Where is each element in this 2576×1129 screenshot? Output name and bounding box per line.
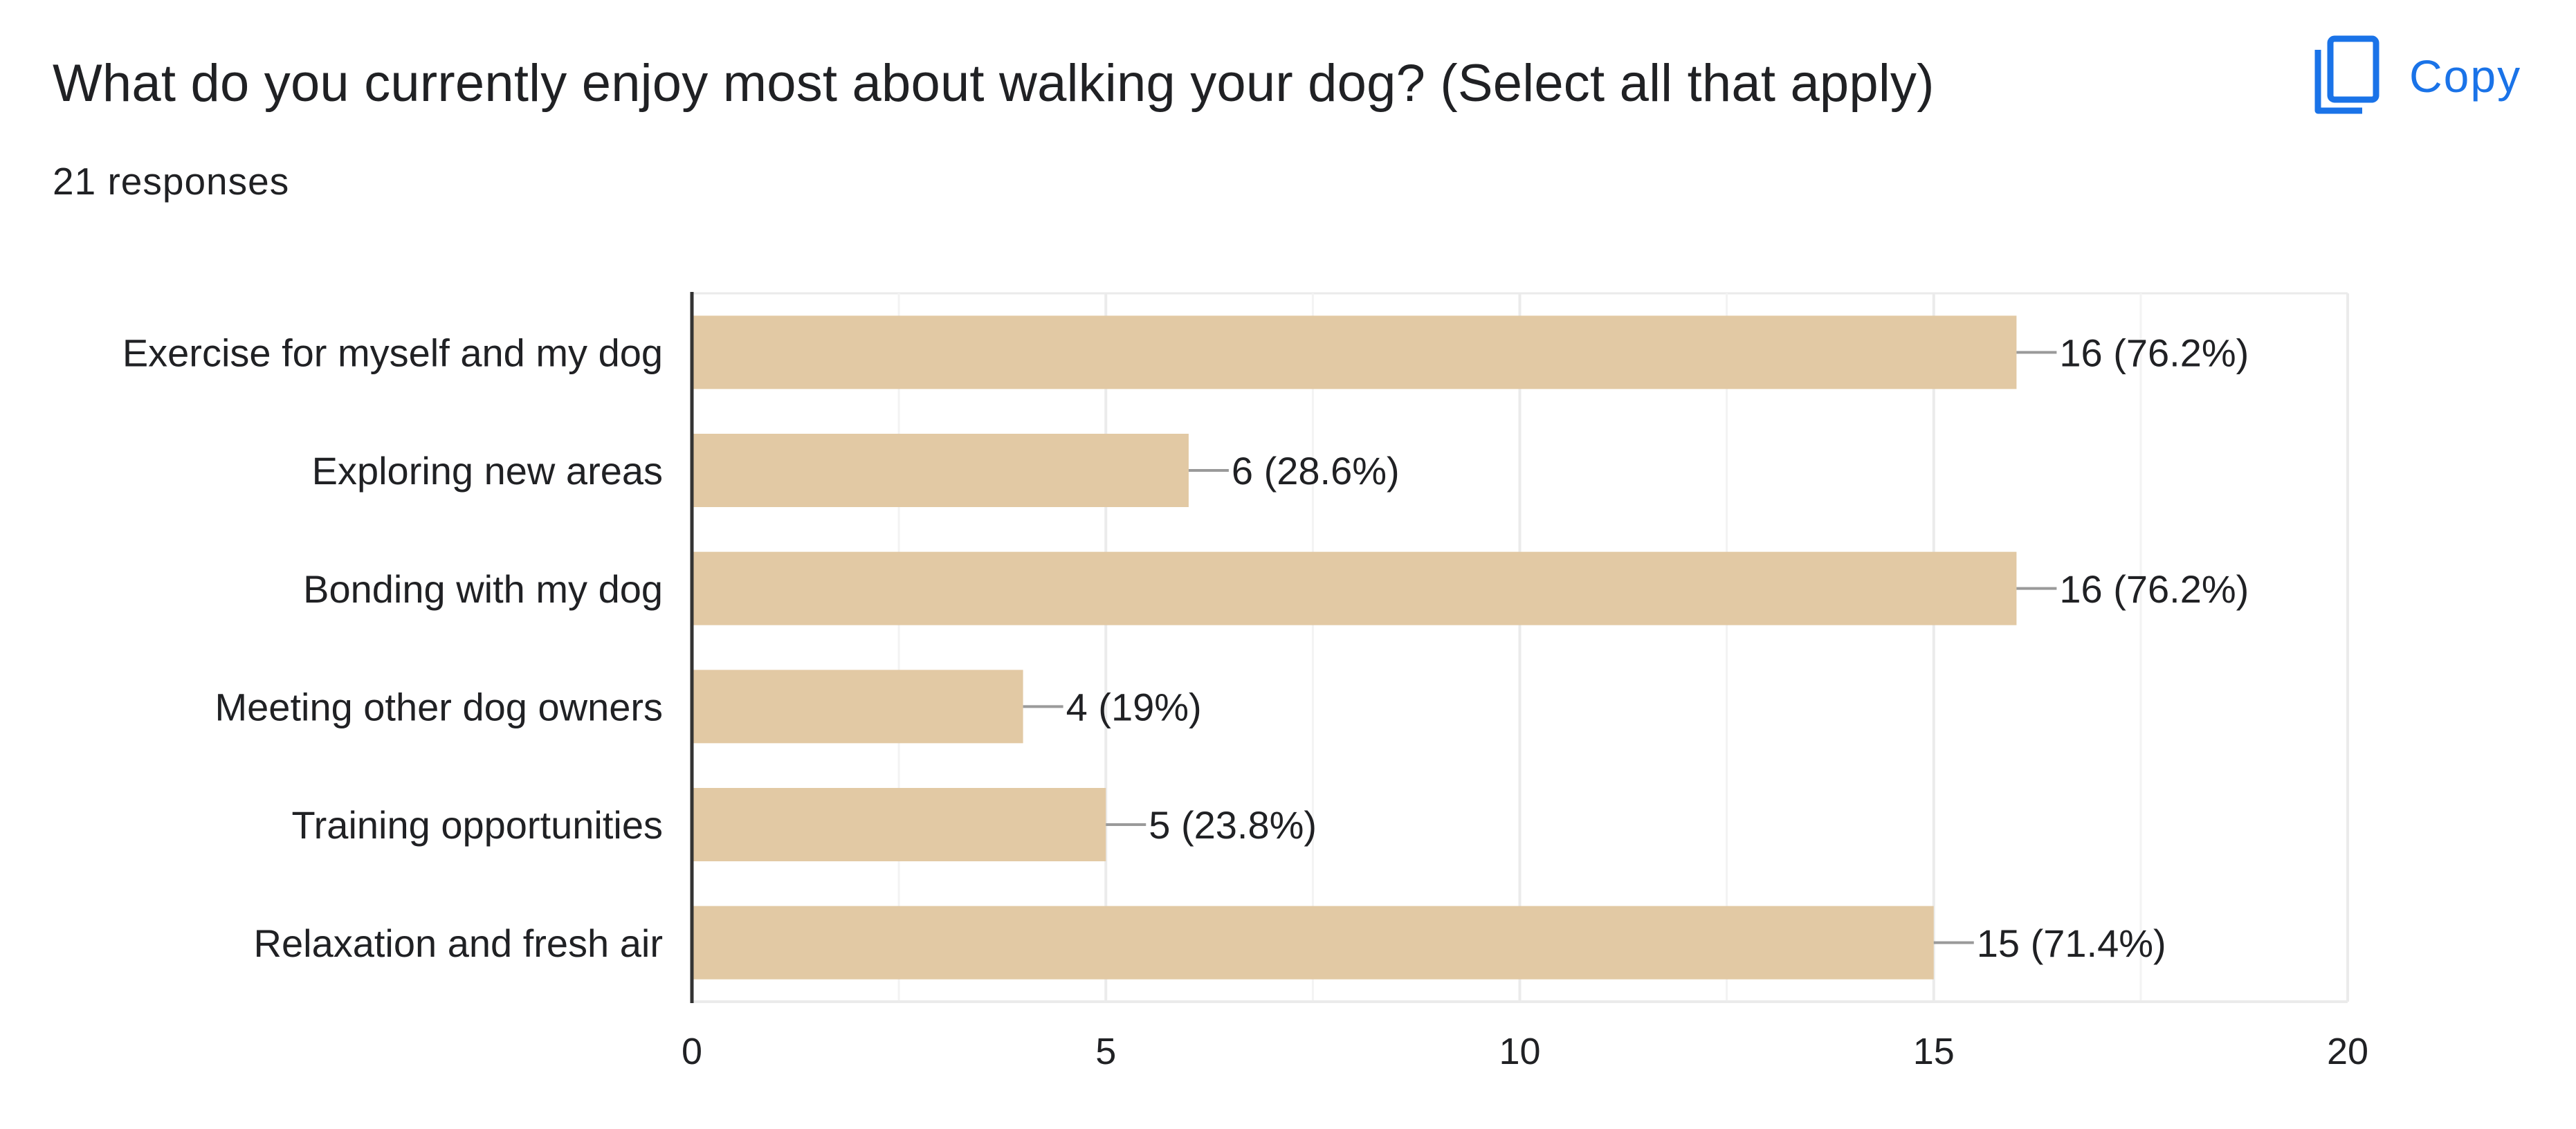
- x-tick-label: 10: [1499, 1031, 1540, 1072]
- x-tick-label: 5: [1095, 1031, 1116, 1072]
- bar: [692, 434, 1189, 507]
- bar: [692, 551, 2017, 625]
- copy-icon: [2311, 35, 2380, 118]
- category-label: Meeting other dog owners: [215, 685, 664, 728]
- data-label: 5 (23.8%): [1149, 803, 1317, 847]
- question-title: What do you currently enjoy most about w…: [53, 54, 1935, 113]
- copy-label: Copy: [2409, 51, 2522, 102]
- x-tick-label: 20: [2327, 1031, 2368, 1072]
- bar: [692, 788, 1106, 861]
- category-label: Exercise for myself and my dog: [122, 331, 663, 374]
- category-label: Relaxation and fresh air: [254, 921, 663, 965]
- bar: [692, 906, 1934, 980]
- data-label: 4 (19%): [1066, 685, 1202, 728]
- category-label: Bonding with my dog: [303, 567, 663, 611]
- category-label: Training opportunities: [292, 803, 663, 847]
- response-count: 21 responses: [53, 160, 290, 203]
- data-label: 6 (28.6%): [1232, 449, 1400, 493]
- data-label: 16 (76.2%): [2059, 331, 2249, 374]
- data-label: 16 (76.2%): [2059, 567, 2249, 611]
- x-tick-label: 15: [1913, 1031, 1955, 1072]
- copy-button[interactable]: Copy: [2311, 28, 2567, 125]
- x-tick-label: 0: [682, 1031, 702, 1072]
- category-label: Exploring new areas: [312, 449, 663, 493]
- bar: [692, 670, 1023, 744]
- data-label: 15 (71.4%): [1977, 921, 2166, 965]
- bar: [692, 315, 2017, 389]
